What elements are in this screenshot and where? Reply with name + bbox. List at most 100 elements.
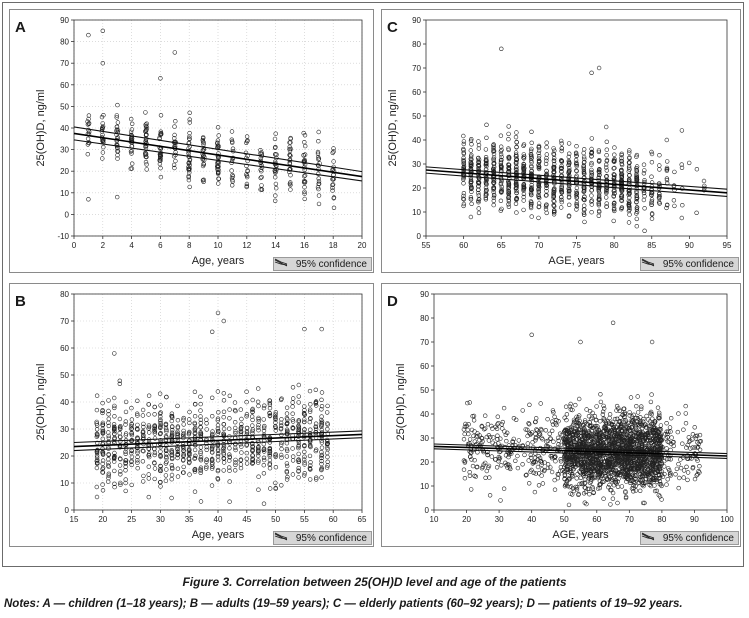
data-point	[181, 458, 186, 463]
data-point	[491, 180, 497, 185]
data-point	[642, 168, 647, 173]
data-point	[483, 147, 489, 152]
data-point	[552, 487, 558, 492]
data-point	[100, 420, 106, 426]
data-point	[592, 457, 597, 462]
data-point	[106, 423, 112, 429]
data-point	[539, 467, 545, 472]
data-point	[579, 462, 584, 467]
data-point	[117, 378, 123, 384]
data-point	[582, 194, 587, 200]
data-point	[258, 175, 263, 181]
data-point	[302, 443, 307, 448]
data-point	[528, 148, 534, 154]
data-point	[302, 417, 307, 422]
data-point	[278, 427, 284, 432]
data-point	[542, 460, 547, 465]
data-point	[230, 183, 235, 188]
data-point	[173, 118, 178, 124]
data-point	[680, 441, 685, 446]
data-point	[640, 441, 645, 446]
data-point	[186, 175, 191, 180]
data-point	[256, 403, 261, 409]
data-point	[539, 427, 544, 433]
data-point	[581, 160, 587, 165]
confidence-lower-line	[433, 448, 728, 459]
data-point	[273, 144, 278, 150]
data-point	[627, 167, 632, 172]
data-point	[316, 163, 321, 169]
data-point	[550, 422, 556, 427]
data-point	[593, 446, 598, 451]
data-point	[86, 129, 92, 135]
data-point	[529, 192, 534, 198]
data-point	[227, 407, 232, 412]
data-point	[549, 454, 555, 459]
data-point	[267, 462, 272, 467]
data-point	[662, 458, 667, 464]
data-point	[567, 484, 572, 490]
data-point	[296, 465, 301, 471]
data-point	[146, 423, 152, 428]
data-point	[582, 427, 587, 432]
data-point	[626, 198, 632, 204]
confidence-label-d: 95% confidence	[662, 533, 734, 544]
data-point	[506, 166, 512, 172]
data-point	[129, 432, 135, 438]
data-point	[585, 459, 590, 465]
data-point	[697, 432, 703, 438]
data-point	[244, 399, 249, 405]
data-point	[626, 220, 632, 225]
confidence-band-icon	[641, 532, 655, 541]
data-point	[302, 196, 307, 202]
data-point	[186, 177, 192, 183]
y-tick-label: 0	[417, 232, 422, 241]
data-point	[650, 476, 656, 481]
data-point	[563, 427, 568, 432]
data-point	[468, 487, 474, 492]
data-point	[551, 187, 557, 192]
data-point	[575, 430, 581, 435]
y-tick-label: 0	[425, 506, 430, 515]
data-point	[198, 449, 203, 454]
data-point	[639, 406, 644, 412]
data-point	[285, 474, 290, 480]
data-point	[636, 422, 641, 427]
data-point	[533, 471, 539, 476]
data-point	[302, 185, 307, 190]
data-point	[192, 401, 198, 407]
data-point	[181, 422, 186, 427]
data-point	[101, 144, 106, 150]
data-point	[551, 439, 556, 444]
data-point	[588, 433, 593, 438]
data-point	[603, 468, 609, 473]
data-point	[106, 408, 111, 414]
data-point	[649, 151, 655, 157]
data-point	[667, 472, 673, 477]
data-point	[186, 141, 191, 146]
data-point	[221, 318, 227, 324]
data-point	[697, 447, 703, 453]
data-point	[616, 476, 621, 481]
data-point	[564, 481, 569, 487]
data-point	[172, 50, 178, 55]
data-point	[491, 189, 496, 195]
data-point	[128, 116, 134, 122]
data-point	[152, 423, 157, 429]
data-point	[664, 177, 670, 183]
data-point	[123, 451, 128, 457]
data-point	[290, 400, 295, 405]
data-point	[581, 189, 587, 194]
data-point	[484, 135, 489, 141]
data-point	[331, 149, 336, 154]
data-point	[94, 393, 100, 398]
data-point	[566, 141, 572, 146]
data-point	[135, 413, 140, 418]
data-point	[579, 481, 584, 487]
data-point	[123, 488, 128, 494]
confidence-lower-line	[425, 172, 728, 197]
data-point	[570, 436, 576, 441]
data-point	[649, 440, 654, 446]
data-point	[250, 444, 256, 449]
data-point	[229, 129, 235, 134]
